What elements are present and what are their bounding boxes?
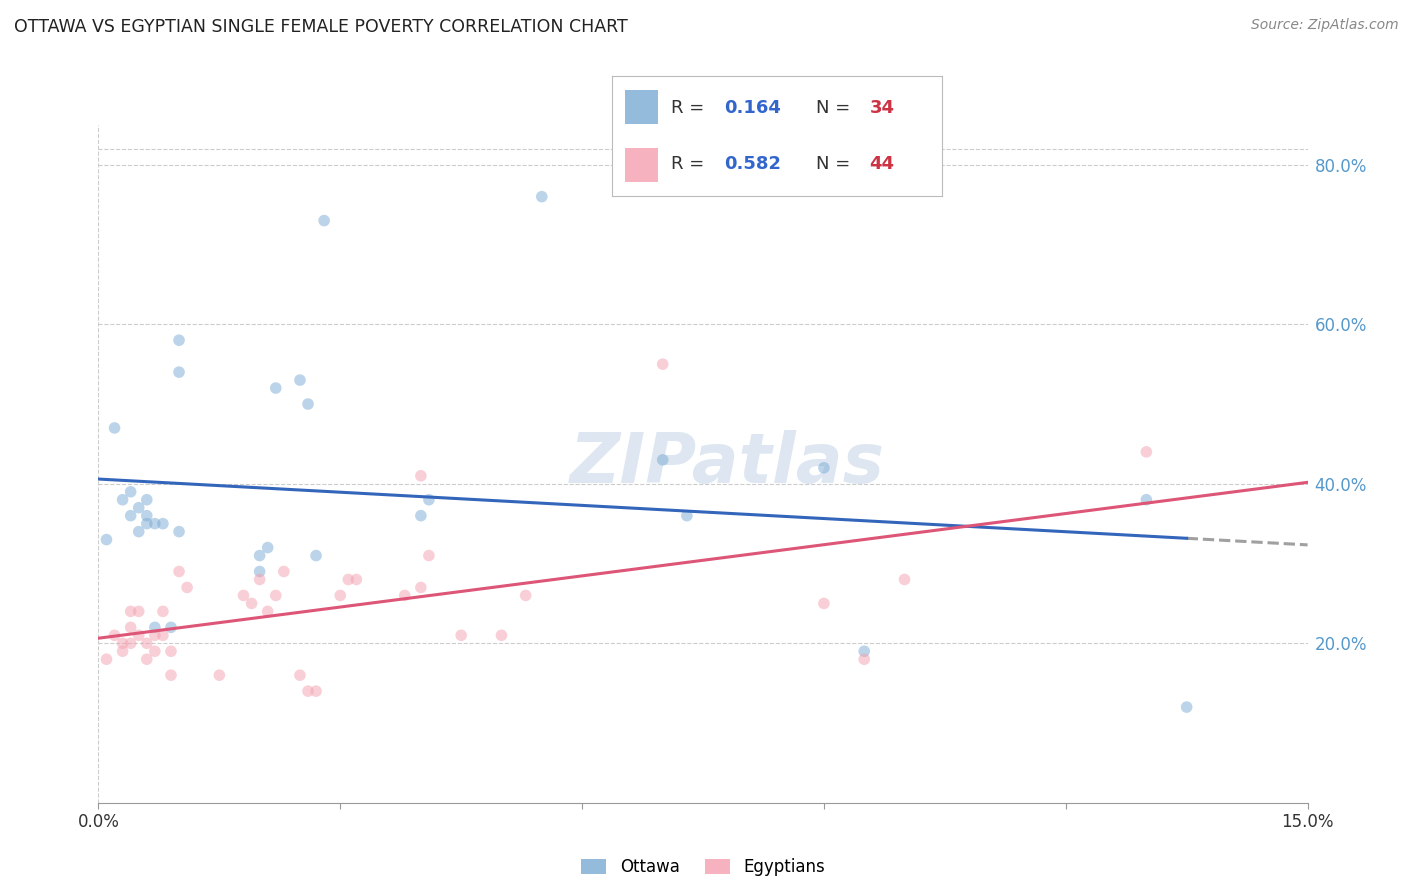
Text: N =: N = [817, 99, 856, 117]
Point [167, 365, 190, 379]
Point [329, 589, 352, 603]
Point [128, 604, 150, 618]
Point [240, 596, 263, 610]
Text: 44: 44 [869, 155, 894, 173]
Point [651, 453, 673, 467]
Point [853, 652, 876, 666]
Point [273, 565, 295, 579]
Point [256, 541, 278, 555]
Point [409, 468, 432, 483]
Point [135, 636, 157, 650]
Point [128, 524, 150, 539]
Point [120, 604, 142, 618]
Point [120, 508, 142, 523]
Point [152, 516, 174, 531]
Point [232, 589, 254, 603]
Point [111, 636, 134, 650]
Point [1135, 492, 1157, 507]
Point [409, 508, 432, 523]
Point [288, 373, 311, 387]
Point [120, 484, 142, 499]
Point [676, 508, 699, 523]
Point [120, 620, 142, 634]
Point [160, 668, 183, 682]
Point [160, 644, 183, 658]
Point [651, 357, 673, 371]
Point [143, 644, 166, 658]
Point [96, 533, 118, 547]
Text: Source: ZipAtlas.com: Source: ZipAtlas.com [1251, 18, 1399, 32]
Text: 0.582: 0.582 [724, 155, 780, 173]
Bar [624, 90, 658, 124]
Point [1135, 445, 1157, 459]
Text: 34: 34 [869, 99, 894, 117]
Point [249, 565, 271, 579]
Text: R =: R = [671, 155, 710, 173]
Point [249, 573, 271, 587]
Point [813, 460, 835, 475]
Point [288, 668, 311, 682]
Point [152, 628, 174, 642]
Point [337, 573, 360, 587]
Point [409, 581, 432, 595]
Point [128, 628, 150, 642]
Point [264, 589, 287, 603]
Bar [624, 148, 658, 182]
Point [176, 581, 198, 595]
Point [305, 684, 328, 698]
Point [893, 573, 915, 587]
Point [111, 644, 134, 658]
Point [143, 628, 166, 642]
Legend: Ottawa, Egyptians: Ottawa, Egyptians [575, 851, 831, 882]
Point [135, 516, 157, 531]
Point [103, 628, 125, 642]
Point [167, 333, 190, 347]
Point [120, 636, 142, 650]
Text: 0.164: 0.164 [724, 99, 780, 117]
Point [103, 421, 125, 435]
Point [305, 549, 328, 563]
Point [450, 628, 472, 642]
Point [135, 492, 157, 507]
Point [167, 565, 190, 579]
Point [152, 604, 174, 618]
Point [530, 189, 553, 203]
Point [515, 589, 537, 603]
Point [491, 628, 513, 642]
Point [264, 381, 287, 395]
Point [418, 492, 440, 507]
Text: N =: N = [817, 155, 856, 173]
Point [135, 652, 157, 666]
Point [314, 213, 336, 227]
Point [249, 549, 271, 563]
Point [143, 516, 166, 531]
Point [813, 596, 835, 610]
Point [96, 652, 118, 666]
Point [208, 668, 231, 682]
Point [256, 604, 278, 618]
Point [111, 492, 134, 507]
Text: R =: R = [671, 99, 710, 117]
Text: OTTAWA VS EGYPTIAN SINGLE FEMALE POVERTY CORRELATION CHART: OTTAWA VS EGYPTIAN SINGLE FEMALE POVERTY… [14, 18, 628, 36]
Point [297, 684, 319, 698]
Point [297, 397, 319, 411]
Point [418, 549, 440, 563]
Point [128, 500, 150, 515]
Point [143, 620, 166, 634]
Point [853, 644, 876, 658]
Point [135, 508, 157, 523]
Point [1175, 700, 1198, 714]
Point [344, 573, 367, 587]
Text: ZIPatlas: ZIPatlas [569, 430, 884, 498]
Point [160, 620, 183, 634]
Point [394, 589, 416, 603]
Point [167, 524, 190, 539]
